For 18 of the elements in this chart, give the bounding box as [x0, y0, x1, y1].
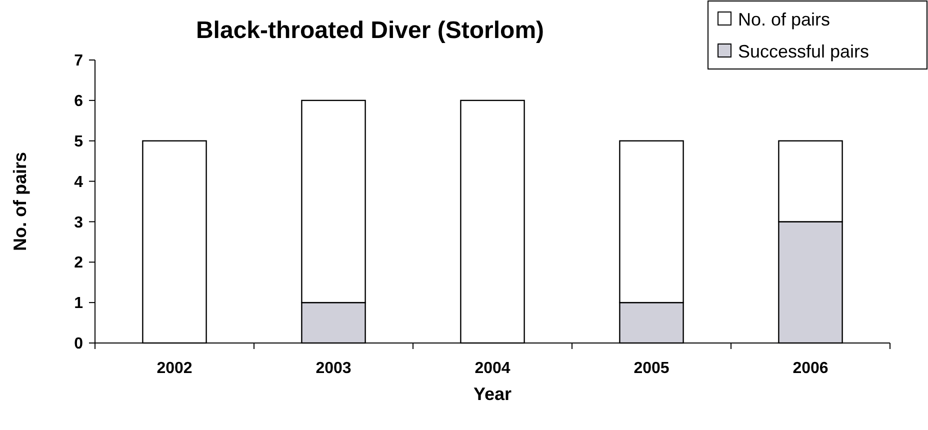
legend-label: Successful pairs — [738, 41, 870, 62]
x-axis-title: Year — [473, 384, 512, 404]
x-tick-label: 2006 — [792, 360, 828, 377]
x-tick-label: 2004 — [474, 360, 510, 377]
x-tick-label: 2005 — [634, 360, 670, 377]
y-tick-label: 6 — [74, 93, 84, 110]
y-tick-label: 5 — [74, 133, 84, 150]
y-tick-label: 0 — [74, 336, 84, 353]
legend-label: No. of pairs — [738, 9, 830, 30]
chart-title: Black-throated Diver (Storlom) — [196, 17, 544, 44]
x-tick-label: 2002 — [156, 360, 192, 377]
x-tick-label: 2003 — [316, 360, 352, 377]
y-tick-label: 2 — [74, 254, 84, 272]
y-tick-label: 7 — [74, 52, 84, 70]
y-tick-label: 3 — [74, 214, 84, 232]
y-axis-title: No. of pairs — [10, 152, 30, 252]
y-tick-label: 1 — [74, 295, 84, 312]
y-tick-label: 4 — [74, 174, 84, 191]
